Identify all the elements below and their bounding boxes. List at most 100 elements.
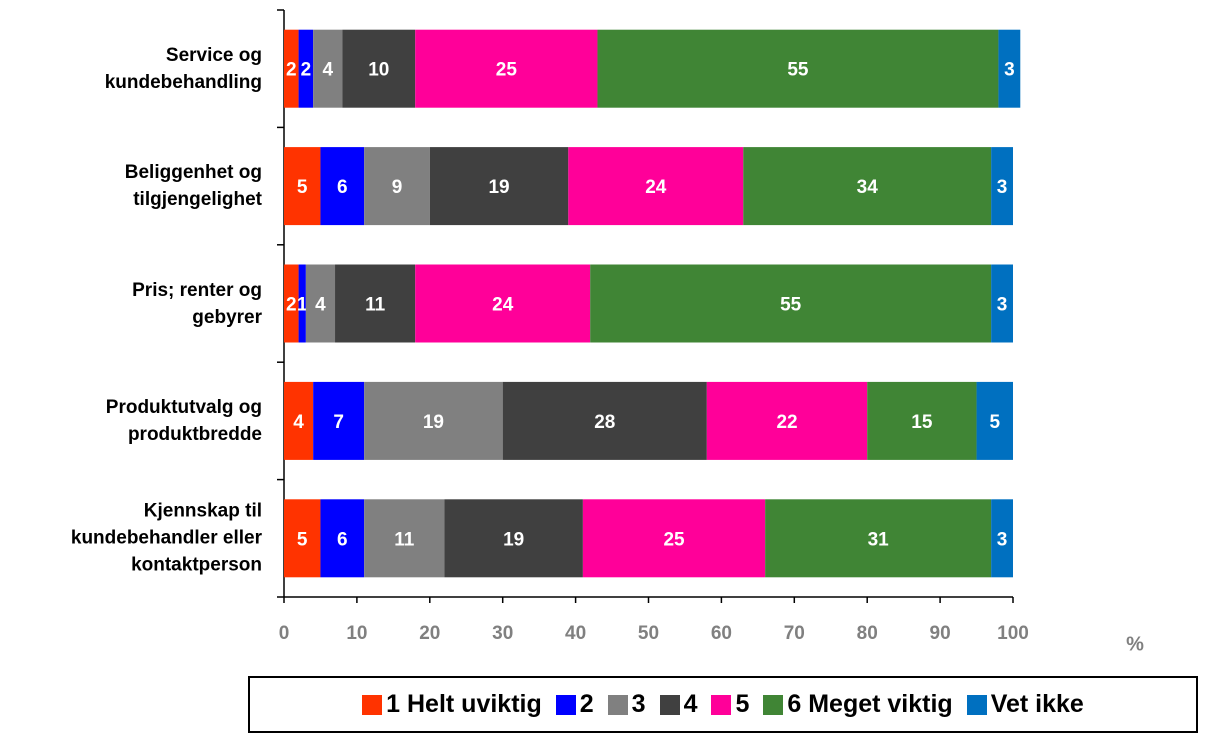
category-label: Produktutvalg og produktbredde: [105, 396, 262, 445]
data-label: 3: [997, 295, 1008, 316]
legend-item: 6 Meget viktig: [763, 690, 953, 719]
data-label: 55: [787, 60, 809, 81]
category-label: Beliggenhet og tilgjengelighet: [124, 162, 262, 211]
bar-segment: [976, 381, 1013, 460]
data-label: 2: [301, 60, 312, 81]
legend-label: 2: [579, 690, 594, 718]
data-label: 4: [322, 60, 333, 81]
data-label: 4: [315, 295, 326, 316]
bar-segment: [743, 147, 992, 226]
bar-segment: [991, 147, 1013, 226]
data-label: 2: [286, 295, 297, 316]
legend-swatch: [659, 694, 680, 715]
bar-segment: [313, 381, 365, 460]
legend: 1 Helt uviktig 2 3 4 5 6 Meget viktig Vet ikke: [248, 676, 1198, 733]
legend-item: 1 Helt uviktig: [362, 690, 542, 719]
data-label: 34: [857, 177, 879, 198]
data-label: 15: [911, 412, 933, 433]
bar-segment: [991, 499, 1013, 578]
x-tick-label: 10: [346, 623, 367, 644]
bar-segment: [415, 29, 598, 108]
x-tick-label: 100: [997, 623, 1029, 644]
bar-segment: [364, 499, 445, 578]
bar-segment: [284, 264, 299, 343]
data-label: 10: [368, 60, 389, 81]
legend-label: 4: [683, 690, 698, 718]
data-label: 1: [297, 295, 308, 316]
legend-label: Vet ikke: [990, 690, 1084, 718]
bar-segment: [444, 499, 583, 578]
bar-segment: [335, 264, 416, 343]
legend-label: 6 Meget viktig: [787, 690, 953, 718]
bar-segment: [364, 381, 503, 460]
data-label: 9: [392, 177, 403, 198]
legend-swatch: [607, 694, 628, 715]
bar-segment: [867, 381, 977, 460]
data-label: 19: [423, 412, 444, 433]
bar-segment: [502, 381, 707, 460]
bar-segment: [298, 264, 306, 343]
data-label: 24: [492, 295, 514, 316]
data-label: 5: [297, 529, 308, 550]
data-label: 3: [997, 177, 1008, 198]
x-tick-label: 50: [638, 623, 659, 644]
bar-segment: [284, 29, 299, 108]
data-label: 19: [503, 529, 524, 550]
data-label: 28: [594, 412, 615, 433]
data-label: 55: [780, 295, 802, 316]
bar-segment: [991, 264, 1013, 343]
bar-segment: [305, 264, 336, 343]
bar-segment: [284, 147, 321, 226]
legend-swatch: [763, 694, 784, 715]
bar-segment: [765, 499, 992, 578]
data-label: 11: [394, 529, 415, 550]
data-label: 25: [663, 529, 685, 550]
bar-segment: [284, 499, 321, 578]
x-tick-label: 0: [279, 623, 290, 644]
bar-segment: [429, 147, 569, 226]
bar-segment: [342, 29, 416, 108]
bar-segment: [998, 29, 1021, 108]
category-label: Service og kundebehandling: [104, 44, 262, 93]
legend-item: 2: [555, 690, 594, 719]
bar-segment: [597, 29, 999, 108]
x-tick-label: 20: [419, 623, 440, 644]
bar-segment: [590, 264, 992, 343]
bar-segment: [320, 499, 365, 578]
bar-segment: [364, 147, 430, 226]
legend-swatch: [711, 694, 732, 715]
data-label: 6: [337, 529, 348, 550]
bar-segment: [568, 147, 744, 226]
bar-segment: [706, 381, 868, 460]
x-tick-label: 30: [492, 623, 513, 644]
data-label: 3: [1004, 60, 1015, 81]
x-axis-label: %: [1126, 633, 1144, 655]
bar-segment: [320, 147, 365, 226]
legend-swatch: [362, 694, 383, 715]
data-label: 24: [645, 177, 667, 198]
x-tick-label: 60: [711, 623, 732, 644]
data-label: 11: [365, 295, 386, 316]
category-label: Pris; renter og gebyrer: [132, 279, 262, 328]
bar-segment: [284, 381, 314, 460]
data-label: 31: [868, 529, 890, 550]
bar-segment: [298, 29, 314, 108]
data-label: 2: [286, 60, 297, 81]
data-label: 5: [297, 177, 308, 198]
legend-swatch: [555, 694, 576, 715]
bar-segment: [313, 29, 343, 108]
legend-label: 1 Helt uviktig: [386, 690, 542, 718]
x-tick-label: 90: [930, 623, 951, 644]
x-tick-label: 80: [857, 623, 878, 644]
category-label: Kjennskap til kundebehandler eller konta…: [70, 500, 262, 576]
legend-swatch: [966, 694, 987, 715]
data-label: 19: [488, 177, 509, 198]
data-label: 4: [293, 412, 304, 433]
bar-segment: [415, 264, 591, 343]
legend-item: Vet ikke: [966, 690, 1084, 719]
legend-label: 3: [631, 690, 646, 718]
legend-item: 5: [711, 690, 749, 719]
x-tick-label: 40: [565, 623, 586, 644]
